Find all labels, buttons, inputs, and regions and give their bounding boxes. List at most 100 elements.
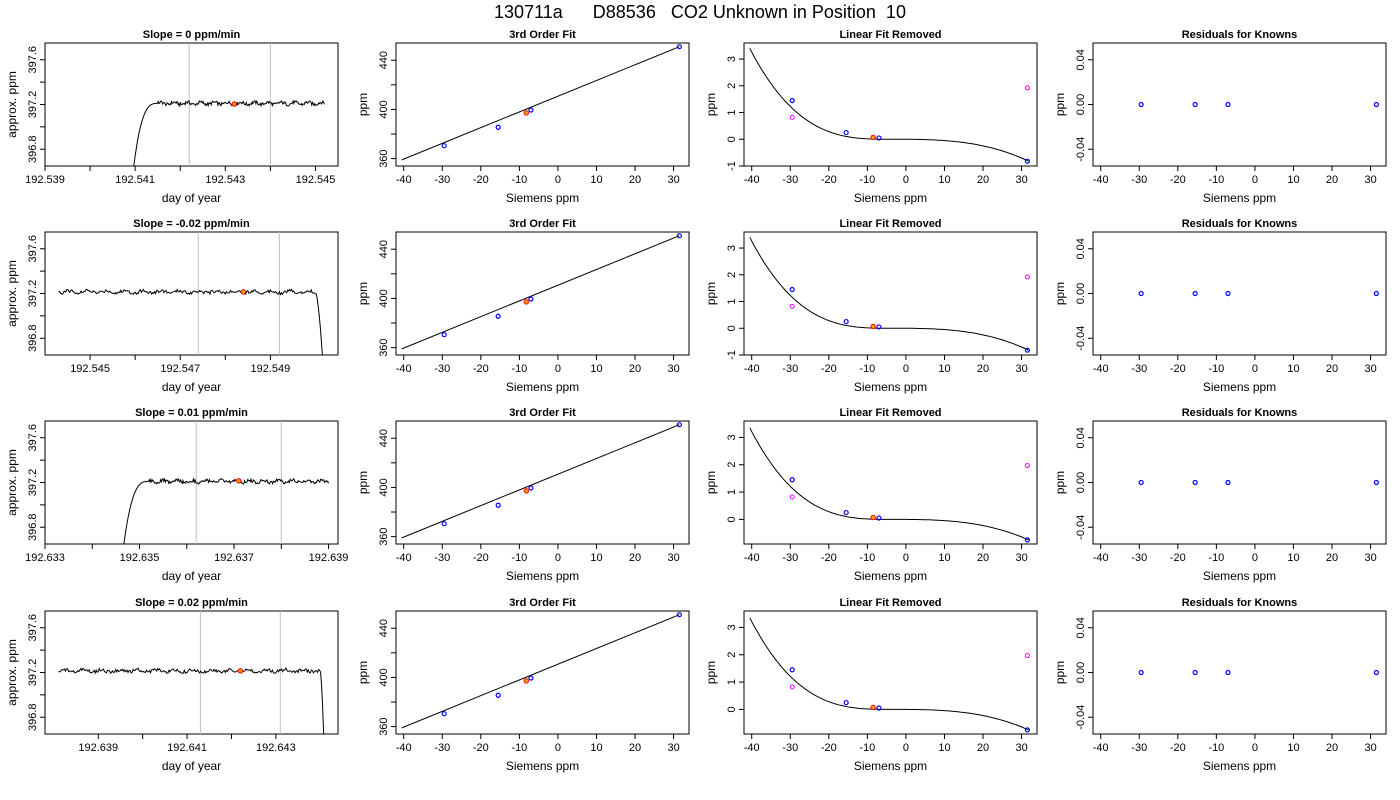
- standard-point: [528, 485, 534, 491]
- x-tick-label: 10: [938, 174, 950, 186]
- y-tick-label: 1: [726, 679, 738, 685]
- x-tick-label: -20: [473, 363, 489, 375]
- plot-area: [1138, 101, 1379, 108]
- standard-point: [1225, 479, 1231, 486]
- panel-title: Linear Fit Removed: [839, 597, 941, 609]
- y-tick-label: 397.2: [27, 469, 39, 497]
- x-tick-label: -40: [1093, 174, 1109, 186]
- x-tick-label: -20: [821, 742, 837, 754]
- standard-point: [1225, 101, 1231, 108]
- window-mean-point: [240, 289, 247, 295]
- x-tick-label: 0: [1252, 742, 1258, 754]
- standard-point: [1024, 537, 1030, 543]
- x-tick-label: -40: [1093, 742, 1109, 754]
- x-tick-label: 20: [1326, 552, 1338, 564]
- standard-point: [843, 509, 849, 516]
- y-tick-label: 397.2: [27, 91, 39, 119]
- y-tick-label: 397.2: [27, 280, 39, 308]
- x-tick-label: 0: [903, 552, 909, 564]
- x-axis-label: Siemens ppm: [1203, 569, 1276, 583]
- panel-title: Residuals for Knowns: [1182, 218, 1298, 230]
- x-tick-label: -20: [473, 552, 489, 564]
- panel-title: Residuals for Knowns: [1182, 29, 1298, 41]
- x-tick-label: -30: [1131, 174, 1147, 186]
- x-tick-label: 20: [629, 742, 641, 754]
- standard-point: [1192, 290, 1198, 297]
- standard-point: [1225, 290, 1231, 297]
- x-tick-label: -10: [511, 363, 527, 375]
- pre-fit-point: [789, 303, 795, 309]
- plot-area: [401, 422, 682, 539]
- x-tick-label: -30: [782, 363, 798, 375]
- plot-area: [1138, 479, 1379, 486]
- x-tick-label: -30: [434, 363, 450, 375]
- unknown-point: [523, 299, 530, 305]
- x-axis-label: Siemens ppm: [854, 569, 927, 583]
- standard-point: [789, 667, 795, 673]
- x-tick-label: 30: [667, 363, 679, 375]
- y-tick-label: 360: [378, 149, 390, 167]
- x-tick-label: 192.547: [160, 363, 200, 375]
- x-tick-label: -20: [821, 174, 837, 186]
- plot-area: [749, 237, 1030, 353]
- standard-point: [1138, 669, 1144, 676]
- y-tick-label: 2: [726, 652, 738, 658]
- standard-point: [676, 422, 682, 428]
- standard-point: [1373, 101, 1379, 108]
- x-axis-label: Siemens ppm: [1203, 380, 1276, 394]
- standard-point: [1024, 158, 1030, 164]
- pre-fit-point: [789, 684, 795, 690]
- unknown-point: [523, 678, 530, 684]
- y-tick-label: 3: [726, 624, 738, 630]
- panel-title: Linear Fit Removed: [839, 407, 941, 419]
- panel-title: Residuals for Knowns: [1182, 597, 1298, 609]
- x-tick-label: 0: [903, 742, 909, 754]
- y-tick-label: 0: [726, 516, 738, 522]
- x-tick-label: 192.539: [25, 174, 65, 186]
- standard-point: [495, 692, 501, 698]
- y-tick-label: 0.04: [1075, 617, 1087, 638]
- fit-line: [401, 235, 680, 350]
- standard-point: [1138, 290, 1144, 297]
- x-tick-label: 0: [1252, 174, 1258, 186]
- y-axis-label: ppm: [704, 661, 718, 684]
- panel-title: 3rd Order Fit: [509, 407, 576, 419]
- y-axis-label: ppm: [356, 661, 370, 684]
- panel-title: Slope = -0.02 ppm/min: [133, 218, 250, 230]
- standard-point: [1225, 669, 1231, 676]
- y-axis-label: ppm: [356, 282, 370, 305]
- standard-point: [441, 521, 447, 527]
- y-tick-label: -0.04: [1075, 326, 1087, 351]
- standard-point: [1138, 101, 1144, 108]
- x-tick-label: 0: [555, 742, 561, 754]
- y-tick-label: 1: [726, 489, 738, 495]
- plot-area: [1138, 669, 1379, 676]
- x-axis-label: day of year: [162, 759, 221, 773]
- x-tick-label: -30: [434, 174, 450, 186]
- x-tick-label: 20: [977, 552, 989, 564]
- x-tick-label: 0: [1252, 363, 1258, 375]
- panel: Residuals for Knowns -40 -30 -20 -10 0 10 20 30 -…: [1053, 218, 1387, 394]
- x-tick-label: -10: [511, 552, 527, 564]
- plot-frame: [1092, 610, 1387, 735]
- x-tick-label: 0: [1252, 552, 1258, 564]
- plot-area: [401, 612, 682, 729]
- panel: Residuals for Knowns -40 -30 -20 -10 0 10 20 30 -…: [1053, 597, 1387, 773]
- x-tick-label: -40: [744, 363, 760, 375]
- y-axis-label: ppm: [356, 93, 370, 116]
- x-tick-label: -10: [859, 363, 875, 375]
- x-tick-label: 20: [977, 363, 989, 375]
- x-tick-label: -40: [744, 742, 760, 754]
- panel: Linear Fit Removed-40 -30 -20 -10 0 10 20 30-10…: [704, 29, 1038, 205]
- x-tick-label: 20: [629, 363, 641, 375]
- ppm-trace: [58, 667, 325, 734]
- y-tick-label: 397.6: [27, 424, 39, 452]
- y-axis-label: approx. ppm: [5, 449, 19, 516]
- window-mean-point: [237, 668, 244, 674]
- x-tick-label: 20: [977, 174, 989, 186]
- y-tick-label: 396.8: [27, 513, 39, 541]
- panel-title: 3rd Order Fit: [509, 597, 576, 609]
- x-tick-label: -30: [1131, 552, 1147, 564]
- x-tick-label: 10: [938, 363, 950, 375]
- y-axis-label: approx. ppm: [5, 639, 19, 706]
